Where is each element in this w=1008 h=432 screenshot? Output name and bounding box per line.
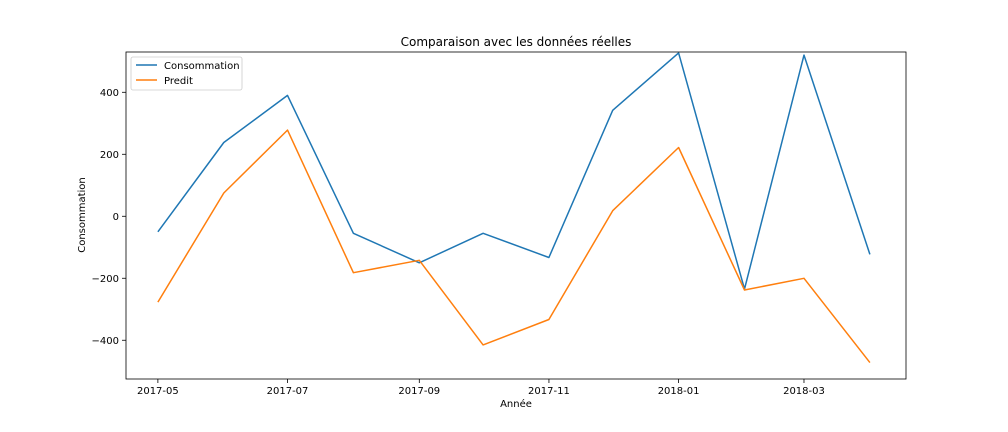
y-tick-label: −400 — [92, 336, 119, 347]
y-tick-label: 0 — [113, 212, 119, 223]
x-axis-label: Année — [500, 398, 532, 410]
y-axis: −400 −200 0 200 400 — [92, 88, 126, 347]
legend: Consommation Predit — [130, 56, 243, 91]
y-tick-label: 400 — [100, 88, 119, 99]
legend-label-consommation: Consommation — [164, 61, 240, 72]
x-tick-label: 2017-07 — [267, 386, 309, 397]
x-tick-label: 2018-01 — [658, 386, 700, 397]
x-axis: 2017-05 2017-07 2017-09 2017-11 2018-01 2018-… — [137, 379, 825, 397]
legend-label-predit: Predit — [164, 76, 193, 87]
x-tick-label: 2017-11 — [528, 386, 570, 397]
y-tick-label: −200 — [92, 274, 119, 285]
series-lines — [157, 52, 871, 364]
plot-frame — [125, 51, 907, 380]
series-line-consommation — [157, 52, 871, 290]
chart-title: Comparaison avec les données réelles — [401, 35, 632, 49]
y-axis-label: Consommation — [77, 177, 88, 253]
x-tick-label: 2017-05 — [137, 386, 179, 397]
x-tick-label: 2017-09 — [398, 386, 440, 397]
legend-box — [130, 56, 243, 91]
x-tick-label: 2018-03 — [783, 386, 825, 397]
series-line-predit — [157, 129, 871, 364]
y-tick-label: 200 — [100, 150, 119, 161]
